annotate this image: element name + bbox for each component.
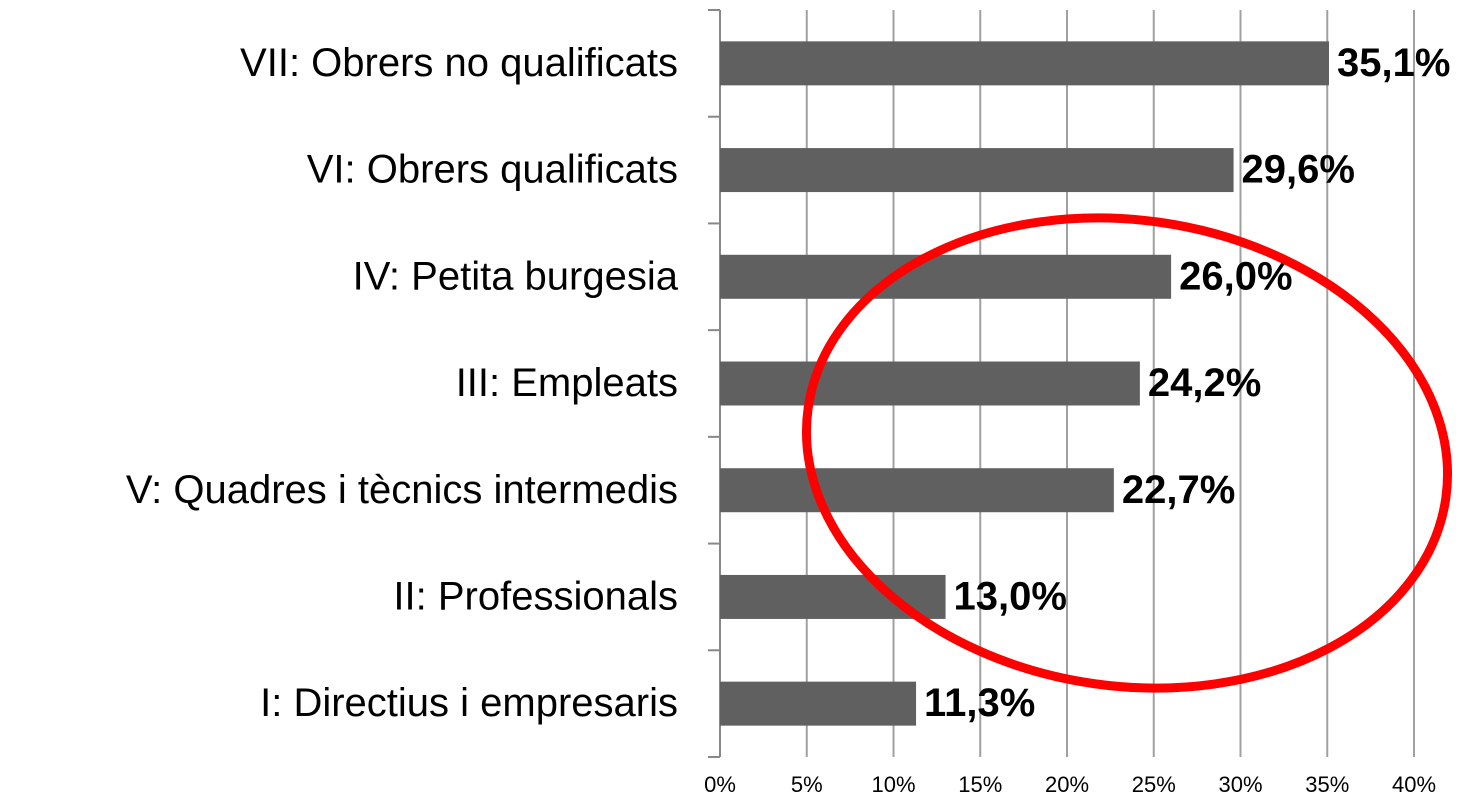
value-label: 29,6% [1242, 148, 1355, 192]
x-tick-label: 20% [1045, 772, 1089, 797]
x-tick-label: 35% [1305, 772, 1349, 797]
x-tick-label: 40% [1392, 772, 1436, 797]
y-tick-label: III: Empleats [456, 361, 678, 405]
x-tick-label: 0% [704, 772, 736, 797]
value-label: 35,1% [1337, 41, 1450, 85]
y-tick-label: V: Quadres i tècnics intermedis [126, 468, 678, 512]
x-tick-label: 10% [871, 772, 915, 797]
bar [720, 468, 1114, 513]
y-tick-label: VI: Obrers qualificats [307, 148, 678, 192]
x-tick-label: 5% [791, 772, 823, 797]
highlight-ellipse [801, 213, 1453, 693]
x-tick-label: 15% [958, 772, 1002, 797]
value-label: 26,0% [1179, 254, 1292, 298]
bar [720, 41, 1329, 86]
bar [720, 254, 1172, 299]
y-tick-label: II: Professionals [393, 574, 678, 618]
value-label: 13,0% [954, 574, 1067, 618]
bar [720, 681, 917, 726]
value-label: 24,2% [1148, 361, 1261, 405]
bar [720, 148, 1234, 193]
value-label: 11,3% [924, 681, 1035, 725]
x-tick-label: 30% [1218, 772, 1262, 797]
y-tick-label: VII: Obrers no qualificats [240, 41, 678, 85]
y-tick-label: I: Directius i empresaris [260, 681, 678, 725]
x-tick-label: 25% [1132, 772, 1176, 797]
value-label: 22,7% [1122, 468, 1235, 512]
bar [720, 361, 1140, 406]
y-tick-label: IV: Petita burgesia [353, 254, 679, 298]
